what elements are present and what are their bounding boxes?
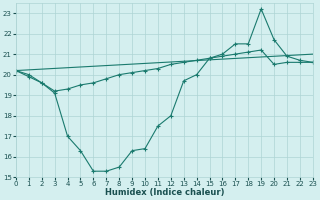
X-axis label: Humidex (Indice chaleur): Humidex (Indice chaleur)	[105, 188, 224, 197]
